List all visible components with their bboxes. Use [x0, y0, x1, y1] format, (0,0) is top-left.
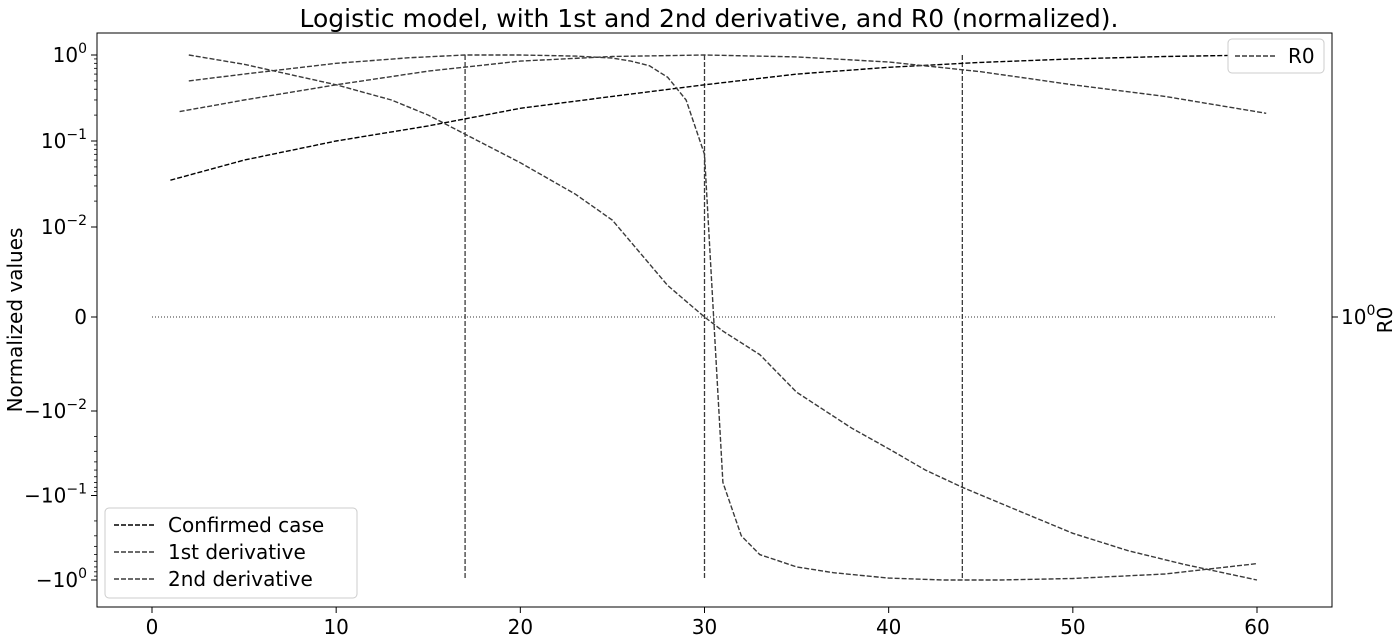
y-tick-label: −10−1 [24, 482, 87, 508]
y-axis-label: Normalized values [3, 228, 27, 413]
x-axis: 0 10 20 30 40 50 60 [146, 607, 1270, 637]
legend-label-r0: R0 [1288, 44, 1315, 68]
legend-label-1st-derivative: 1st derivative [168, 540, 306, 564]
legend-label-confirmed: Confirmed case [168, 513, 324, 537]
series-lines [170, 54, 1267, 581]
y-tick-label: −100 [36, 566, 87, 592]
x-tick-label: 0 [146, 615, 159, 637]
chart-title: Logistic model, with 1st and 2nd derivat… [300, 4, 1119, 33]
y-axis-right: 100 [1332, 303, 1375, 329]
y-tick-label: 10−1 [41, 127, 87, 153]
series-line-2 [188, 54, 1258, 581]
x-tick-label: 40 [876, 615, 901, 637]
y-tick-label: 0 [74, 305, 87, 329]
series-line-0 [170, 54, 1258, 181]
legend-box-r0 [1227, 38, 1325, 74]
y2-tick-label: 100 [1341, 303, 1375, 329]
y2-axis-label: R0 [1373, 307, 1397, 334]
y-tick-label: 100 [53, 41, 87, 67]
y-axis-left: 100 10−1 10−2 0 −10−2 −10−1 −100 [24, 41, 97, 592]
y-tick-label: −10−2 [24, 397, 87, 423]
plot-area-frame [96, 32, 1333, 608]
series-line-3 [188, 54, 1258, 581]
x-tick-label: 60 [1244, 615, 1269, 637]
x-tick-label: 50 [1060, 615, 1085, 637]
y-tick-label: 10−2 [41, 213, 87, 239]
legend-label-2nd-derivative: 2nd derivative [168, 567, 313, 591]
series-line-1 [179, 54, 1267, 114]
x-tick-label: 30 [692, 615, 717, 637]
x-tick-label: 10 [323, 615, 348, 637]
legend-upper-right: R0 [1227, 38, 1325, 74]
legend-lower-left: Confirmed case 1st derivative 2nd deriva… [104, 507, 358, 599]
legend-box [104, 507, 358, 599]
x-tick-label: 20 [508, 615, 533, 637]
